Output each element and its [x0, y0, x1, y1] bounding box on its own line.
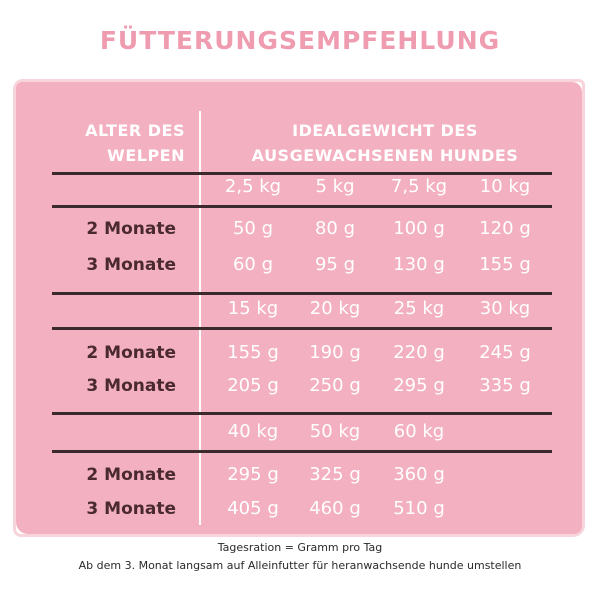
header-age-line-2: WELPEN — [107, 146, 185, 165]
ration-value: 80 g — [314, 218, 356, 239]
ration-value: 95 g — [314, 254, 356, 275]
age-label: 2 Monate — [86, 465, 176, 485]
page-title: FÜTTERUNGSEMPFEHLUNG — [99, 26, 501, 55]
ration-value: 250 g — [309, 375, 361, 396]
ration-value: 190 g — [309, 342, 361, 363]
rule-header — [52, 172, 552, 175]
age-label: 3 Monate — [86, 255, 176, 275]
ration-value: 295 g — [227, 464, 279, 485]
ration-value: 130 g — [393, 254, 445, 275]
weight-header: 50 kg — [309, 421, 361, 442]
ration-value: 245 g — [479, 342, 531, 363]
rule-section-1-weights — [52, 205, 552, 208]
ration-value: 205 g — [227, 375, 279, 396]
ration-value: 325 g — [309, 464, 361, 485]
ration-value: 295 g — [393, 375, 445, 396]
weight-header: 2,5 kg — [224, 176, 282, 197]
weight-header: 15 kg — [227, 298, 279, 319]
ration-value: 405 g — [227, 498, 279, 519]
age-label: 2 Monate — [86, 343, 176, 363]
rule-section-2-weights — [52, 327, 552, 330]
header-age-line-1: ALTER DES — [85, 121, 185, 140]
ration-value: 155 g — [227, 342, 279, 363]
ration-value: 50 g — [232, 218, 274, 239]
ration-value: 155 g — [479, 254, 531, 275]
ration-value: 335 g — [479, 375, 531, 396]
weight-header: 60 kg — [393, 421, 445, 442]
ration-value: 510 g — [393, 498, 445, 519]
ration-value: 360 g — [393, 464, 445, 485]
weight-header: 7,5 kg — [390, 176, 448, 197]
column-divider — [199, 111, 201, 525]
ration-value: 60 g — [232, 254, 274, 275]
age-label: 3 Monate — [86, 499, 176, 519]
header-weight-line-2: AUSGEWACHSENEN HUNDES — [251, 146, 519, 165]
rule-section-2-top — [52, 292, 552, 295]
header-weight: IDEALGEWICHT DES AUSGEWACHSENEN HUNDES — [220, 118, 550, 168]
weight-header: 30 kg — [479, 298, 531, 319]
rule-section-3-top — [52, 412, 552, 415]
age-label: 2 Monate — [86, 219, 176, 239]
weight-header: 10 kg — [479, 176, 531, 197]
weight-header: 40 kg — [227, 421, 279, 442]
feeding-table-card — [13, 79, 585, 537]
rule-section-3-weights — [52, 450, 552, 453]
header-age: ALTER DES WELPEN — [60, 118, 185, 168]
header-weight-line-1: IDEALGEWICHT DES — [292, 121, 478, 140]
footnote-ration: Tagesration = Gramm pro Tag — [217, 541, 383, 554]
age-label: 3 Monate — [86, 376, 176, 396]
ration-value: 120 g — [479, 218, 531, 239]
ration-value: 100 g — [393, 218, 445, 239]
weight-header: 25 kg — [393, 298, 445, 319]
ration-value: 460 g — [309, 498, 361, 519]
footnote-transition: Ab dem 3. Monat langsam auf Alleinfutter… — [78, 559, 522, 572]
ration-value: 220 g — [393, 342, 445, 363]
weight-header: 20 kg — [309, 298, 361, 319]
weight-header: 5 kg — [315, 176, 355, 197]
